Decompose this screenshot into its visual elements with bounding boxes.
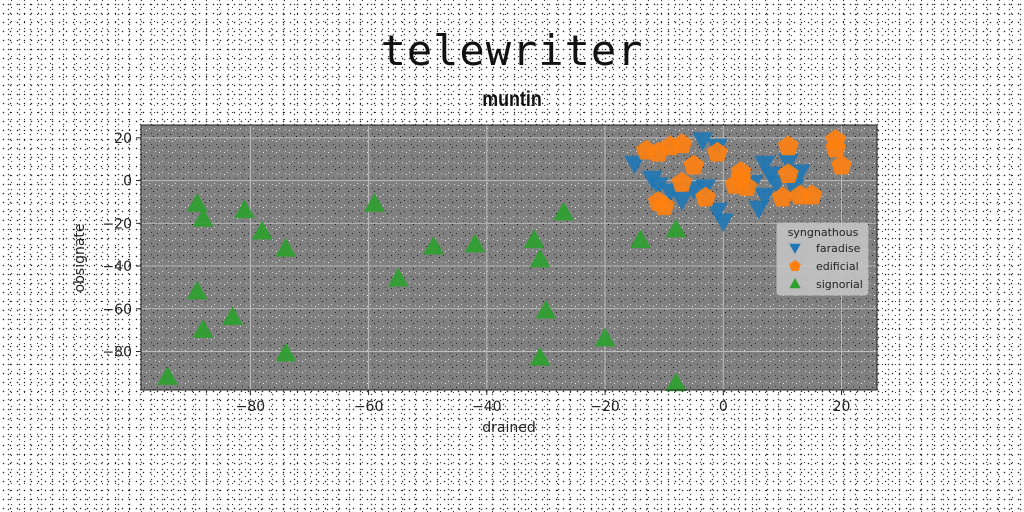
plot-frame (140, 124, 878, 391)
data-point (777, 153, 799, 173)
data-point (706, 141, 728, 162)
data-point (529, 346, 551, 366)
data-point (724, 173, 746, 194)
data-point (831, 154, 852, 175)
legend-marker (789, 243, 801, 254)
data-point (594, 327, 616, 347)
data-point (671, 171, 693, 192)
y-tick-label: 20 (114, 131, 132, 147)
y-tick-label: −40 (102, 259, 132, 275)
data-point (535, 299, 557, 319)
x-tick-label: −60 (354, 399, 384, 415)
data-point (523, 229, 545, 249)
series-edificial (635, 128, 852, 216)
data-point (234, 199, 255, 219)
x-tick-label: 0 (719, 399, 728, 415)
chart-title: telewriter (380, 26, 644, 75)
data-point (275, 342, 297, 362)
data-point (665, 218, 687, 238)
y-tick-label: −60 (102, 302, 132, 318)
data-point (771, 186, 793, 207)
data-points (157, 128, 852, 392)
data-point (671, 133, 693, 154)
data-point (186, 280, 208, 300)
data-point (529, 248, 551, 268)
legend-title: syngnathous (788, 226, 859, 239)
legend: syngnathous faradise edificial signorial (776, 222, 869, 296)
legend-marker (789, 260, 801, 271)
data-point (653, 195, 675, 216)
data-point (387, 267, 409, 287)
data-point (695, 186, 717, 207)
data-point (157, 366, 179, 385)
data-point (777, 163, 799, 184)
data-point (825, 137, 847, 158)
y-tick-label: 0 (123, 174, 132, 190)
data-point (222, 306, 244, 326)
plot-area (141, 125, 877, 390)
data-point (186, 193, 208, 212)
data-point (553, 201, 575, 221)
data-point (801, 184, 823, 205)
x-tick-label: −40 (472, 399, 502, 415)
legend-label: edificial (816, 260, 859, 273)
data-point (671, 192, 693, 211)
series-signorial (157, 193, 687, 392)
data-point (754, 187, 776, 207)
data-point (783, 179, 805, 198)
data-point (464, 233, 486, 253)
data-point (754, 155, 776, 175)
x-ticks: −80 −60 −40 −20 0 20 (236, 390, 851, 415)
x-axis-label: drained (482, 420, 535, 436)
data-point (647, 177, 669, 196)
y-tick-label: −20 (102, 216, 132, 232)
data-point (665, 372, 687, 392)
data-point (748, 200, 770, 220)
data-point (692, 132, 714, 151)
x-tick-label: −20 (590, 399, 620, 415)
data-point (630, 229, 651, 249)
data-point (423, 235, 445, 255)
data-point (624, 155, 646, 175)
legend-label: signorial (816, 278, 863, 291)
data-point (706, 202, 728, 222)
y-tick-label: −80 (102, 345, 132, 361)
y-axis-label: obsignate (72, 223, 88, 292)
legend-marker (789, 278, 801, 289)
x-tick-label: 20 (833, 399, 851, 415)
data-point (251, 220, 273, 240)
data-point (192, 319, 214, 338)
legend-box (776, 222, 869, 296)
data-point (777, 135, 799, 156)
legend-label: faradise (816, 242, 861, 255)
x-tick-label: −80 (236, 399, 266, 415)
data-point (712, 213, 734, 233)
data-point (192, 208, 214, 227)
data-point (275, 237, 297, 257)
data-point (364, 193, 385, 212)
chart-subtitle: muntin (482, 88, 542, 111)
y-ticks: −80 −60 −40 −20 0 20 (102, 131, 141, 361)
data-point (683, 154, 705, 175)
